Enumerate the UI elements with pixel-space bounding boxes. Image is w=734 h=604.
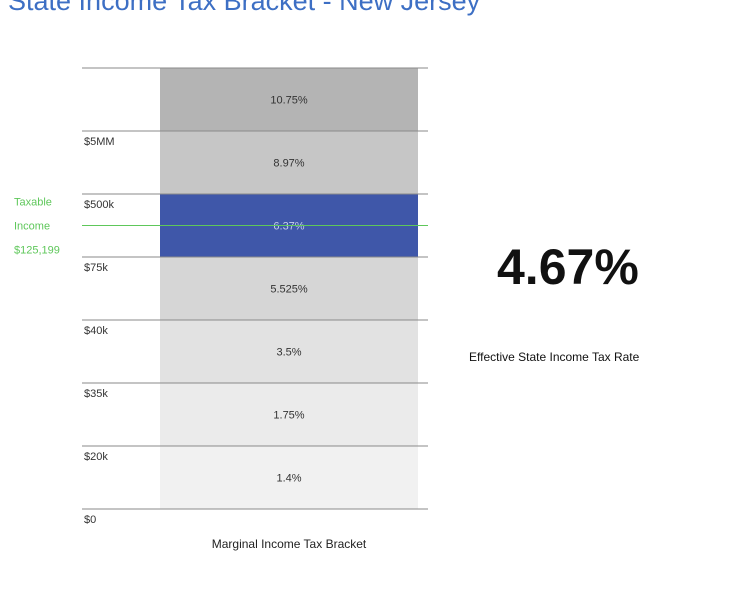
taxable-income-label-2: $125,199 (14, 245, 60, 257)
bracket-threshold-label-6: $5MM (84, 136, 115, 148)
bracket-bar-5 (160, 131, 418, 194)
bracket-threshold-label-2: $35k (84, 388, 108, 400)
taxable-income-label-0: Taxable (14, 197, 52, 209)
bracket-threshold-label-0: $0 (84, 514, 96, 526)
bracket-rate-label-0: 1.4% (276, 473, 301, 485)
bracket-bar-1 (160, 383, 418, 446)
x-axis-label: Marginal Income Tax Bracket (212, 537, 367, 551)
bracket-threshold-label-3: $40k (84, 325, 108, 337)
bracket-rate-label-2: 3.5% (276, 347, 301, 359)
bracket-rate-label-4: 6.37% (273, 221, 304, 233)
effective-rate-label: Effective State Income Tax Rate (469, 350, 640, 364)
bracket-bar-3 (160, 257, 418, 320)
bracket-threshold-label-1: $20k (84, 451, 108, 463)
bracket-rate-label-1: 1.75% (273, 410, 304, 422)
taxable-income-label-1: Income (14, 221, 50, 233)
effective-rate-value: 4.67% (497, 239, 639, 295)
bracket-threshold-label-5: $500k (84, 199, 114, 211)
bracket-threshold-label-4: $75k (84, 262, 108, 274)
bracket-rate-label-6: 10.75% (270, 95, 308, 107)
bracket-rate-label-5: 8.97% (273, 158, 304, 170)
bracket-rate-label-3: 5.525% (270, 284, 308, 296)
bracket-bar-6 (160, 68, 418, 131)
bracket-bar-0 (160, 446, 418, 509)
bracket-bar-2 (160, 320, 418, 383)
page-title: State Income Tax Bracket - New Jersey (8, 0, 481, 16)
